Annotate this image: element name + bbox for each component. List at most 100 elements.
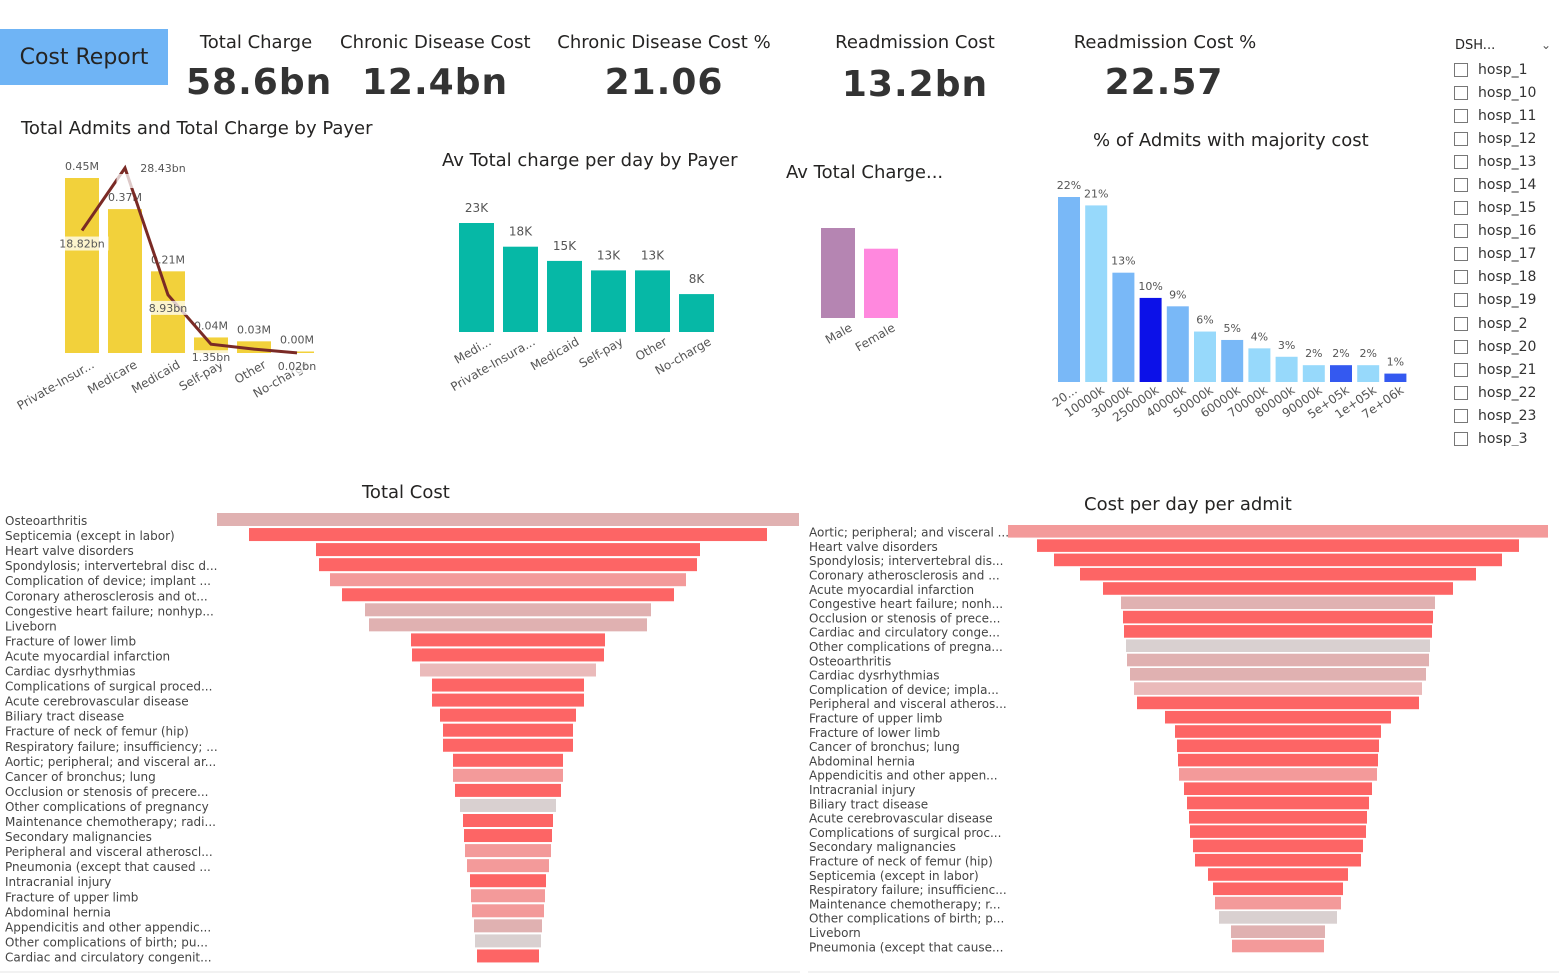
slicer-item[interactable]: hosp_2 bbox=[1447, 312, 1559, 335]
chevron-down-icon[interactable]: ⌄ bbox=[1540, 38, 1551, 52]
checkbox-icon[interactable] bbox=[1454, 385, 1468, 400]
checkbox-icon[interactable] bbox=[1454, 247, 1468, 262]
gender-axis-label: Female bbox=[853, 320, 898, 354]
cost-per-day-category-label: Spondylosis; intervertebral dis... bbox=[809, 554, 1003, 568]
majority-cost-bar bbox=[1166, 306, 1189, 382]
total-cost-category-label: Secondary malignancies bbox=[5, 830, 152, 844]
checkbox-icon[interactable] bbox=[1454, 432, 1468, 446]
checkbox-icon[interactable] bbox=[1454, 339, 1468, 354]
cost-per-day-bar bbox=[1175, 725, 1381, 738]
total-cost-bar bbox=[443, 723, 573, 737]
gender-bar bbox=[821, 228, 855, 318]
slicer-item[interactable]: hosp_17 bbox=[1447, 243, 1559, 266]
majority-cost-bar bbox=[1194, 331, 1216, 382]
checkbox-icon[interactable] bbox=[1454, 62, 1468, 77]
total-cost-bar bbox=[443, 738, 573, 752]
slicer-item[interactable]: hosp_19 bbox=[1447, 289, 1559, 312]
kpi-readmission-cost-label: Readmission Cost bbox=[835, 32, 995, 53]
total-cost-category-label: Coronary atherosclerosis and ot... bbox=[5, 589, 208, 603]
slicer-item[interactable]: hosp_22 bbox=[1447, 381, 1559, 404]
cost-per-day-category-label: Coronary atherosclerosis and ... bbox=[809, 569, 1000, 583]
checkbox-icon[interactable] bbox=[1454, 224, 1468, 239]
majority-cost-label: 21% bbox=[1084, 187, 1108, 200]
majority-cost-label: 2% bbox=[1332, 347, 1349, 360]
payer-charge-label-bg bbox=[145, 300, 191, 315]
checkbox-icon[interactable] bbox=[1454, 154, 1468, 169]
total-cost-bar bbox=[420, 663, 596, 677]
total-cost-category-label: Pneumonia (except that caused ... bbox=[5, 860, 211, 874]
checkbox-icon[interactable] bbox=[1454, 131, 1468, 146]
cost-per-day-bar bbox=[1219, 911, 1337, 924]
total-cost-bar bbox=[474, 919, 542, 933]
slicer-item[interactable]: hosp_23 bbox=[1447, 404, 1559, 427]
slicer-item[interactable]: hosp_16 bbox=[1447, 220, 1559, 243]
slicer-item[interactable]: hosp_3 bbox=[1447, 428, 1559, 446]
payer-charge-label: 8.93bn bbox=[149, 302, 187, 315]
slicer-item-label: hosp_15 bbox=[1478, 200, 1537, 217]
majority-cost-bar bbox=[1058, 197, 1080, 382]
total-cost-category-label: Cardiac and circulatory congenit... bbox=[5, 950, 212, 964]
checkbox-icon[interactable] bbox=[1454, 201, 1468, 216]
total-cost-category-label: Complication of device; implant ... bbox=[5, 574, 211, 588]
slicer-item-label: hosp_2 bbox=[1478, 315, 1528, 332]
slicer-item[interactable]: hosp_1 bbox=[1447, 58, 1559, 81]
kpi-chronic-pct-label: Chronic Disease Cost % bbox=[557, 32, 771, 53]
slicer-item[interactable]: hosp_12 bbox=[1447, 127, 1559, 150]
slicer-item[interactable]: hosp_18 bbox=[1447, 266, 1559, 289]
payer-admits-label: 0.04M bbox=[194, 319, 228, 332]
gender-chart-title: Av Total Charge... bbox=[786, 162, 944, 183]
majority-cost-label: 10% bbox=[1138, 280, 1162, 293]
total-cost-category-label: Cardiac dysrhythmias bbox=[5, 665, 136, 679]
slicer-item[interactable]: hosp_20 bbox=[1447, 335, 1559, 358]
cost-per-day-bar bbox=[1080, 567, 1476, 581]
majority-cost-bar bbox=[1302, 365, 1325, 382]
cost-per-day-category-label: Other complications of birth; p... bbox=[809, 912, 1004, 926]
payer-admits-label: 0.45M bbox=[65, 160, 99, 173]
total-cost-bar bbox=[412, 648, 604, 662]
slicer-item[interactable]: hosp_13 bbox=[1447, 150, 1559, 173]
total-cost-bar bbox=[455, 783, 561, 797]
payer-admits-bar bbox=[65, 178, 99, 353]
cost-per-day-bar bbox=[1178, 753, 1378, 767]
slicer-item[interactable]: hosp_15 bbox=[1447, 197, 1559, 220]
cost-per-day-category-label: Fracture of neck of femur (hip) bbox=[809, 855, 993, 869]
total-cost-category-label: Other complications of pregnancy bbox=[5, 800, 209, 814]
checkbox-icon[interactable] bbox=[1454, 108, 1468, 123]
cost-per-day-bar bbox=[1137, 696, 1419, 710]
checkbox-icon[interactable] bbox=[1454, 293, 1468, 308]
slicer-item-label: hosp_12 bbox=[1478, 130, 1537, 147]
payer-charge-label-bg bbox=[116, 174, 170, 188]
total-cost-category-label: Congestive heart failure; nonhyp... bbox=[5, 604, 214, 618]
payer-charge-label: 28.43bn bbox=[140, 162, 185, 175]
slicer-item[interactable]: hosp_10 bbox=[1447, 81, 1559, 104]
checkbox-icon[interactable] bbox=[1454, 270, 1468, 285]
slicer-item-label: hosp_22 bbox=[1478, 384, 1537, 401]
payer-admits-label: 0.03M bbox=[237, 323, 271, 336]
slicer-item[interactable]: hosp_21 bbox=[1447, 358, 1559, 381]
total-cost-category-label: Septicemia (except in labor) bbox=[5, 529, 175, 543]
total-cost-category-label: Liveborn bbox=[5, 619, 57, 633]
cost-per-day-bar bbox=[1232, 939, 1324, 953]
slicer-item-label: hosp_17 bbox=[1478, 246, 1537, 263]
checkbox-icon[interactable] bbox=[1454, 178, 1468, 193]
cost-per-day-category-label: Complications of surgical proc... bbox=[809, 826, 1001, 840]
total-cost-bar bbox=[467, 859, 549, 873]
charge-per-day-label: 13K bbox=[597, 248, 621, 262]
majority-cost-bar bbox=[1330, 365, 1352, 382]
kpi-chronic-pct-value: 21.06 bbox=[604, 62, 724, 103]
charge-per-day-bar bbox=[591, 270, 626, 332]
total-cost-bar bbox=[319, 558, 697, 572]
majority-cost-label: 3% bbox=[1278, 339, 1295, 352]
checkbox-icon[interactable] bbox=[1454, 408, 1468, 423]
slicer-header[interactable]: DSH... ⌄ bbox=[1447, 34, 1559, 56]
total-cost-bar bbox=[453, 753, 563, 767]
cost-report-button[interactable]: Cost Report bbox=[0, 29, 168, 85]
majority-cost-label: 2% bbox=[1359, 347, 1376, 360]
checkbox-icon[interactable] bbox=[1454, 316, 1468, 331]
checkbox-icon[interactable] bbox=[1454, 85, 1468, 100]
slicer-item[interactable]: hosp_11 bbox=[1447, 104, 1559, 127]
slicer-item[interactable]: hosp_14 bbox=[1447, 173, 1559, 196]
checkbox-icon[interactable] bbox=[1454, 362, 1468, 377]
cost-per-day-bar bbox=[1177, 739, 1379, 753]
